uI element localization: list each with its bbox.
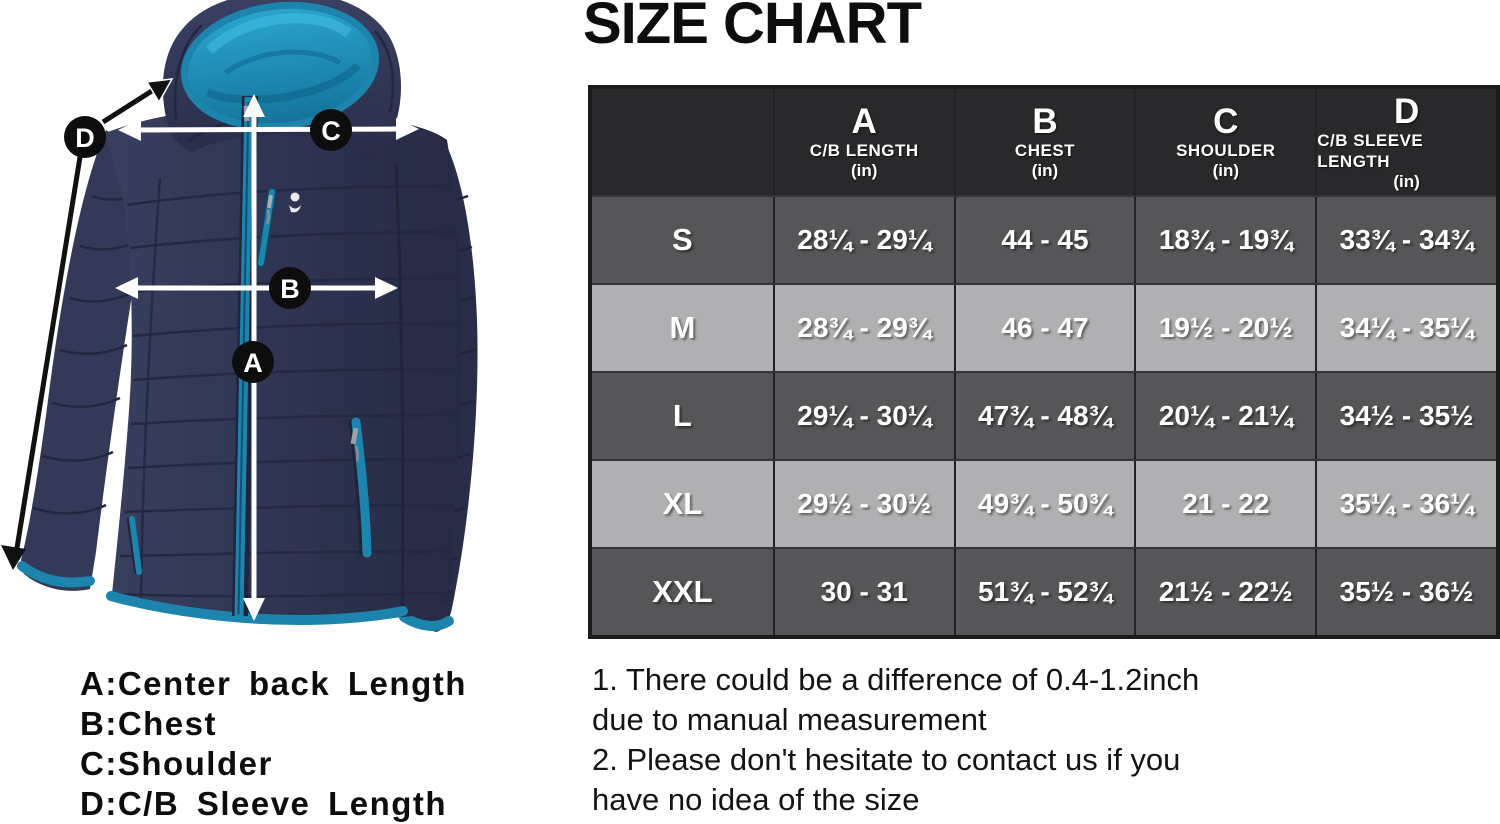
marker-c-badge: C <box>310 109 352 151</box>
note-line-1: 1. There could be a difference of 0.4-1.… <box>592 662 1200 697</box>
measurement-arrow-d <box>1 78 174 570</box>
table-row-m: M 28¾ - 29¾ 46 - 47 19½ - 20½ 34¼ - 35¼ <box>592 283 1496 371</box>
marker-a-badge: A <box>232 341 274 383</box>
left-pocket-zipper <box>126 516 142 575</box>
table-row-xxl: XXL 30 - 31 51¾ - 52¾ 21½ - 22½ 35½ - 36… <box>592 547 1496 635</box>
note-line-4: have no idea of the size <box>592 782 920 817</box>
legend-line-a: A:Center back Length <box>80 665 467 702</box>
right-pocket-zipper <box>348 417 372 558</box>
measurement-legend: A:Center back Length B:Chest C:Shoulder … <box>80 664 467 824</box>
note-line-2: due to manual measurement <box>592 702 987 737</box>
legend-line-d: D:C/B Sleeve Length <box>80 785 448 822</box>
marker-d-label: D <box>75 123 95 153</box>
note-line-3: 2. Please don't hesitate to contact us i… <box>592 742 1181 777</box>
page-title: SIZE CHART <box>583 0 922 56</box>
size-chart-table: A C/B LENGTH (in) B CHEST (in) C SHOULDE… <box>588 85 1500 639</box>
marker-b-label: B <box>280 274 300 304</box>
marker-a-label: A <box>243 348 263 378</box>
measurement-arrow-c <box>118 118 419 141</box>
marker-c-label: C <box>321 116 341 146</box>
header-col-c: C SHOULDER (in) <box>1134 89 1315 195</box>
header-col-d: D C/B SLEEVE LENGTH (in) <box>1315 89 1496 195</box>
header-size-cell <box>592 89 773 195</box>
table-row-l: L 29¼ - 30¼ 47¾ - 48¾ 20¼ - 21¼ 34½ - 35… <box>592 371 1496 459</box>
jacket-left-sleeve <box>17 130 154 591</box>
table-row-s: S 28¼ - 29¼ 44 - 45 18¾ - 19¾ 33¾ - 34¾ <box>592 195 1496 283</box>
legend-line-c: C:Shoulder <box>80 745 273 782</box>
legend-line-b: B:Chest <box>80 705 218 742</box>
measurement-arrow-b <box>115 277 398 299</box>
marker-d-badge: D <box>64 116 106 158</box>
header-col-b: B CHEST (in) <box>953 89 1135 195</box>
jacket-illustration: A B C D <box>1 0 478 632</box>
size-notes: 1. There could be a difference of 0.4-1.… <box>592 660 1199 820</box>
header-col-a: A C/B LENGTH (in) <box>772 89 954 195</box>
hood-lining <box>180 1 380 131</box>
chest-pocket-zipper <box>256 187 277 268</box>
jacket-body <box>105 107 462 626</box>
table-header-row: A C/B LENGTH (in) B CHEST (in) C SHOULDE… <box>592 89 1496 195</box>
jacket-measurement-diagram: A B C D <box>0 0 580 680</box>
table-row-xl: XL 29½ - 30½ 49¾ - 50¾ 21 - 22 35¼ - 36¼ <box>592 459 1496 547</box>
brand-logo <box>289 192 301 213</box>
marker-b-badge: B <box>269 267 311 309</box>
